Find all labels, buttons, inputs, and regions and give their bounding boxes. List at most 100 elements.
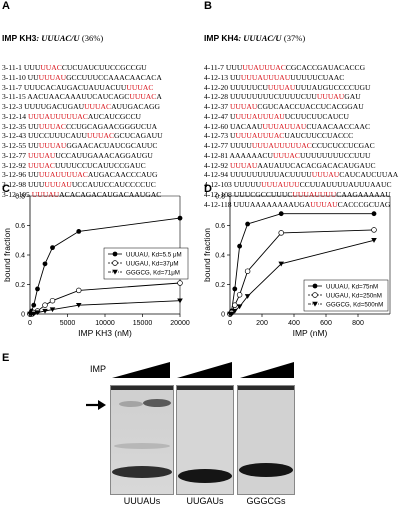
sequence-suffix: GGAACACUAUCGCAUUC — [66, 141, 158, 150]
sequence-id: 4-12-77 — [204, 141, 230, 150]
panel-b-sequence-row: 4-11-7 UUUUUAUUUACCGCACCGAUACACCG — [204, 63, 398, 73]
data-point — [177, 215, 183, 221]
gel-label-gggcg: GGGCGs — [246, 496, 286, 506]
data-point — [278, 261, 284, 267]
sequence-motif-highlight: UUUAU — [267, 82, 296, 92]
data-point — [177, 298, 183, 304]
legend-marker — [312, 283, 318, 289]
panel-a-sequence-row: 3-12-92 UUUACUUUUCCUCAUUCCGAUC — [2, 161, 163, 171]
y-tick-label: 0 — [21, 312, 25, 319]
panel-a-title: IMP KH3: UUUAC/U (36%) — [2, 33, 163, 44]
sequence-prefix: UU — [229, 72, 241, 82]
data-point — [278, 211, 284, 217]
sequence-prefix: UUUUU — [233, 180, 262, 189]
data-point — [49, 307, 56, 313]
gel-lane-gggcg — [237, 385, 295, 495]
sequence-id: 3-12-43 — [2, 131, 28, 141]
sequence-suffix: CGUCAACCUACCUCACGGAU — [257, 102, 364, 111]
sequence-suffix: UAUCUUCCUACCC — [284, 131, 354, 141]
sequence-motif-highlight: UUUAU — [311, 170, 340, 180]
panel-a-sequence-row: 3-11-10 UUUUUAUGCCUUUCCAAACAACACA — [2, 73, 163, 83]
sequence-suffix: UUUAUGUCCCCUGU — [295, 82, 371, 92]
concentration-wedges — [112, 362, 294, 378]
sequence-id: 3-11-15 — [2, 92, 28, 102]
sequence-motif-highlight: UUUAU — [44, 180, 72, 189]
data-point — [371, 227, 377, 233]
data-point — [31, 302, 37, 308]
sequence-prefix: UUU — [23, 63, 41, 72]
legend-box — [303, 279, 389, 312]
sequence-id: 4-12-103 — [204, 180, 234, 189]
sequence-motif-highlight: UUAUUUUAC — [38, 170, 88, 180]
panel-a-sequence-row: 3-12-35 UUUUUACCCUGCAGAACGGGUCUA — [2, 122, 163, 132]
x-tick-label: 200 — [256, 320, 268, 327]
sequence-suffix: GCCUUUCCAAACAACACA — [66, 72, 162, 82]
series-2 — [227, 238, 377, 317]
panel-a-sequence-row: 3-11-1 UUUUUACCUCUAUCUUCCGCCGU — [2, 63, 163, 73]
sequence-motif-highlight: UUUAU — [31, 189, 60, 199]
sequence-motif-highlight: UUUAUUAU — [262, 121, 307, 131]
data-point — [75, 287, 82, 294]
data-point — [236, 304, 243, 310]
panel-letter-e: E — [2, 352, 10, 364]
sequence-id: 4-12-60 — [204, 121, 230, 131]
sequence-prefix: UUUUUUUUUACUUUU — [229, 170, 312, 180]
sequence-suffix: CGCACCGAUACACCG — [285, 63, 366, 72]
sequence-suffix: ACACAGACAUGACAAUGAC — [59, 189, 162, 199]
sequence-id: 3-12-3 — [2, 102, 25, 111]
sequence-suffix: GAU — [344, 92, 361, 102]
data-point — [232, 308, 238, 314]
x-tick-label: 5000 — [60, 320, 76, 327]
sequence-prefix: UUUCGCCUUUC — [233, 189, 293, 199]
y-tick-label: 0.2 — [15, 282, 25, 289]
sequence-suffix: CCUGCAGAACGGGUCUA — [65, 121, 158, 131]
sequence-id: 3-11-1 — [2, 63, 24, 72]
sequence-suffix: CACCCGCUAG — [337, 199, 391, 209]
sequence-id: 4-12-37 — [204, 102, 230, 111]
panel-a-title-protein: IMP KH3 — [2, 32, 37, 43]
sequence-motif-highlight: UUUAU — [38, 141, 67, 150]
sequence-id: 4-12-81 — [204, 150, 230, 160]
sequence-prefix: U — [229, 131, 236, 141]
sequence-motif-highlight: UUUAUUUUUAC — [251, 141, 312, 150]
sequence-motif-highlight: UUUAC — [272, 150, 300, 160]
panel-b-sequence-row: 4-12-77 UUUUUUUAUUUUUACCCUCUCCUCGAC — [204, 141, 398, 151]
data-point — [244, 294, 251, 299]
panel-a-sequence-row: 3-12-98 UUUUUUAUUCCAUUCCAUCCCCUC — [2, 180, 163, 190]
legend-entry: UUUAU, Kd=5.5 μM — [126, 252, 182, 259]
sequence-id: 3-12-55 — [2, 141, 28, 150]
sequence-id: 4-12-108 — [204, 189, 234, 199]
sequence-id: 4-12-20 — [204, 82, 230, 92]
data-point — [42, 261, 48, 267]
gel-label-uugau: UUGAUs — [186, 496, 224, 506]
legend-entry: UUGAU, Kd=37μM — [126, 261, 179, 268]
y-axis-label: bound fraction — [202, 228, 212, 282]
panel-letter-b: B — [204, 0, 212, 12]
panel-b-title: IMP KH4: UUUAC/U (37%) — [204, 33, 398, 44]
panel-b-sequence-row: 4-12-28 UUUUUUUUCUUUUCUUUUUAUGAU — [204, 92, 398, 102]
sequence-suffix: CCUUAUUUUAUUUAAUC — [299, 180, 392, 189]
gel-lane-uugau — [176, 385, 234, 495]
sequence-id: 4-12-13 — [204, 72, 230, 82]
sequence-id: 4-12-92 — [204, 160, 230, 170]
sequence-suffix: GCUCAGAUU — [114, 131, 163, 141]
panel-a-sequence-row: 3-11-15 AACUAACAAAUUCAUCAGCUUUACA — [2, 92, 163, 102]
legend-entry: GGGCG, Kd=500nM — [326, 302, 383, 309]
panel-b-title-percent: (37%) — [283, 32, 306, 43]
data-point — [371, 211, 377, 217]
data-point — [236, 292, 243, 298]
y-tick-label: 0.4 — [15, 253, 25, 260]
sequence-prefix: UUUUUCU — [229, 82, 268, 92]
wedge-lane-2 — [177, 362, 232, 378]
sequence-id: 4-11-7 — [204, 63, 226, 72]
y-tick-label: 0 — [221, 312, 225, 319]
sequence-suffix: UCCAUUCCAUCCCCUC — [71, 180, 156, 189]
sequence-prefix: AACUAACAAAUUCAUCAGC — [27, 92, 130, 102]
data-point — [278, 230, 284, 236]
panel-letter-c: C — [2, 183, 10, 195]
sequence-id: 3-12-35 — [2, 121, 28, 131]
panel-b-sequence-row: 4-12-73 UUUUAUUUACUAUCUUCCUACCC — [204, 131, 398, 141]
sequence-id: 3-12-96 — [2, 170, 28, 180]
sequence-motif-highlight: UUUAU — [310, 199, 338, 209]
sequence-motif-highlight: UUUAC — [84, 102, 112, 111]
